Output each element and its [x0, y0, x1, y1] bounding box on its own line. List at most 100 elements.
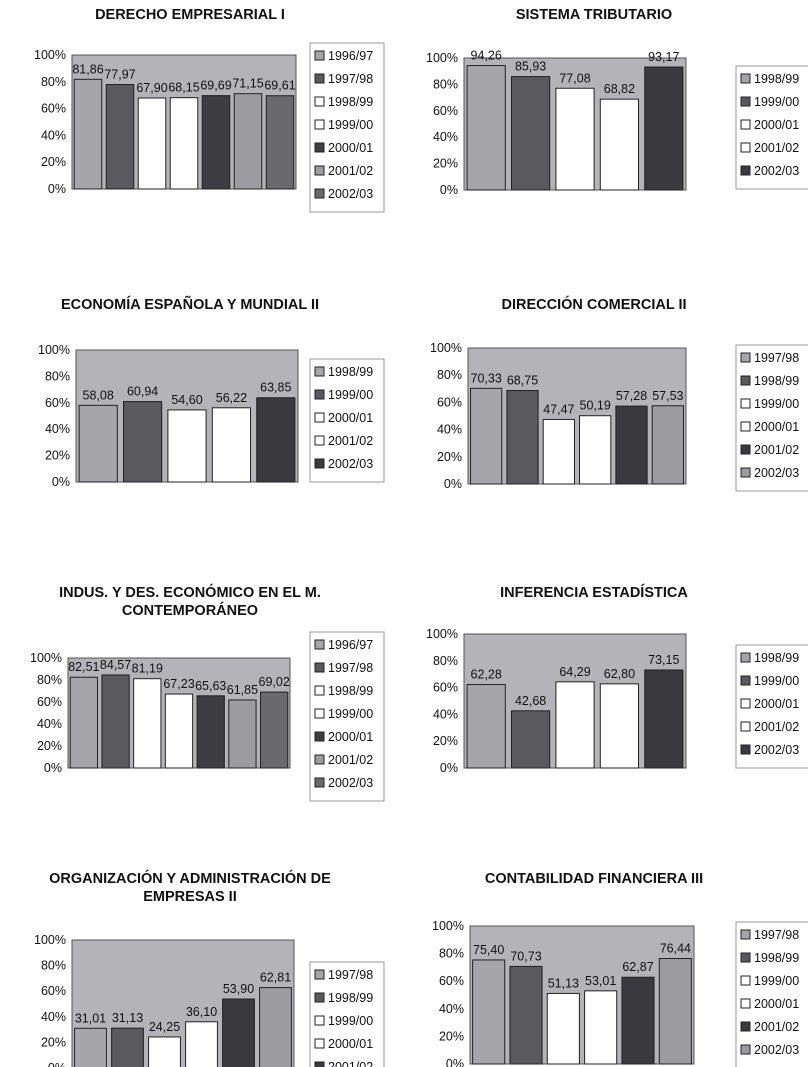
data-label: 47,47 [543, 402, 574, 416]
legend-label: 2000/01 [328, 730, 373, 744]
legend-label: 1998/99 [754, 651, 799, 665]
data-label: 81,86 [72, 62, 103, 76]
bar [148, 1036, 181, 1067]
data-label: 62,87 [622, 960, 653, 974]
y-tick-label: 0% [48, 182, 66, 196]
bar [506, 390, 539, 485]
bar [169, 97, 199, 190]
bar [584, 990, 618, 1065]
data-label: 84,57 [100, 658, 131, 672]
bar [196, 695, 225, 769]
legend-swatch [740, 96, 751, 107]
bar [111, 1027, 144, 1067]
y-tick-label: 100% [34, 933, 66, 947]
data-label: 24,25 [149, 1020, 180, 1034]
legend-swatch [740, 698, 751, 709]
bar [658, 958, 692, 1065]
bar [599, 683, 639, 769]
y-tick-label: 40% [45, 422, 70, 436]
y-tick-label: 100% [430, 341, 462, 355]
y-tick-label: 20% [41, 155, 66, 169]
data-label: 31,13 [112, 1011, 143, 1025]
bar [211, 407, 251, 483]
bar [74, 1027, 107, 1067]
legend-swatch [314, 119, 325, 130]
legend-swatch [314, 389, 325, 400]
data-label: 62,80 [604, 667, 635, 681]
chart-derecho-empresarial: DERECHO EMPRESARIAL I 0% 20% 40% 60% 80% 100%… [0, 0, 404, 266]
bar [73, 78, 103, 190]
legend-label: 1999/00 [754, 674, 799, 688]
legend-swatch [740, 998, 751, 1009]
legend-label: 1999/00 [754, 974, 799, 988]
bar-chart-svg: 0% 20% 40% 60% 80% 100% 62,28 42,68 64,29 62,80 73… [426, 627, 808, 775]
y-tick-label: 20% [433, 734, 458, 748]
legend-label: 2001/02 [328, 164, 373, 178]
y-tick-label: 40% [439, 1002, 464, 1016]
y-tick-label: 100% [38, 343, 70, 357]
y-tick-label: 40% [37, 717, 62, 731]
y-tick-label: 0% [440, 183, 458, 197]
y-tick-label: 80% [433, 654, 458, 668]
data-label: 65,63 [195, 679, 226, 693]
y-tick-label: 80% [41, 75, 66, 89]
bar [644, 66, 684, 191]
legend-box [735, 921, 808, 1067]
bar [164, 693, 194, 769]
y-tick-label: 40% [41, 128, 66, 142]
bar [105, 84, 135, 190]
legend-swatch [740, 375, 751, 386]
bar [228, 699, 257, 769]
legend-label: 2000/01 [754, 118, 799, 132]
bar [511, 710, 551, 769]
data-label: 85,93 [515, 60, 546, 74]
bar [466, 684, 506, 769]
legend-swatch [314, 1038, 325, 1049]
legend-label: 2000/01 [328, 1037, 373, 1051]
legend-swatch [740, 165, 751, 176]
y-tick-label: 20% [37, 739, 62, 753]
chart-industria-desarrollo: INDUS. Y DES. ECONÓMICO EN EL M. CONTEMP… [0, 532, 404, 802]
bar [259, 987, 292, 1067]
bar [222, 998, 255, 1067]
bar [466, 65, 506, 191]
bar-chart-svg: 0% 20% 40% 60% 80% 100% 70,33 68,75 47,47 50,19 57… [430, 341, 808, 492]
y-tick-label: 20% [439, 1029, 464, 1043]
legend-swatch [740, 73, 751, 84]
bar [555, 87, 595, 191]
chart-title: DERECHO EMPRESARIAL I [95, 7, 285, 23]
bar [546, 992, 580, 1065]
y-tick-label: 60% [433, 104, 458, 118]
y-tick-label: 0% [44, 761, 62, 775]
data-label: 71,15 [232, 77, 263, 91]
legend-swatch [314, 1061, 325, 1067]
legend-swatch [314, 685, 325, 696]
legend-swatch [740, 952, 751, 963]
data-label: 68,15 [168, 81, 199, 95]
legend-swatch [740, 744, 751, 755]
data-label: 70,73 [510, 949, 541, 963]
legend-swatch [314, 708, 325, 719]
legend-label: 2001/02 [328, 1060, 373, 1067]
legend-label: 1998/99 [754, 72, 799, 86]
legend-label: 1998/99 [754, 951, 799, 965]
bar-chart-svg: 0% 20% 40% 60% 80% 100% 75,40 70,73 51,13 53,01 62… [432, 919, 808, 1067]
legend-swatch [740, 119, 751, 130]
data-label: 31,01 [75, 1011, 106, 1025]
legend-swatch [740, 721, 751, 732]
y-tick-label: 60% [439, 974, 464, 988]
bar-chart-svg: 0% 20% 40% 60% 80% 100% 94,26 85,93 77,08 68,82 93… [426, 49, 808, 197]
legend-label: 1996/97 [328, 49, 373, 63]
chart-title: ECONOMÍA ESPAÑOLA Y MUNDIAL II [60, 297, 320, 313]
legend-swatch [314, 188, 325, 199]
y-tick-label: 0% [52, 475, 70, 489]
chart-contabilidad-financiera: CONTABILIDAD FINANCIERA III 0% 20% 40% 60% 8… [404, 798, 808, 1067]
bar [472, 959, 506, 1065]
data-label: 93,17 [648, 50, 679, 64]
y-tick-label: 100% [432, 919, 464, 933]
legend-label: 2002/03 [328, 776, 373, 790]
legend-label: 2002/03 [754, 743, 799, 757]
legend-label: 1999/00 [328, 118, 373, 132]
